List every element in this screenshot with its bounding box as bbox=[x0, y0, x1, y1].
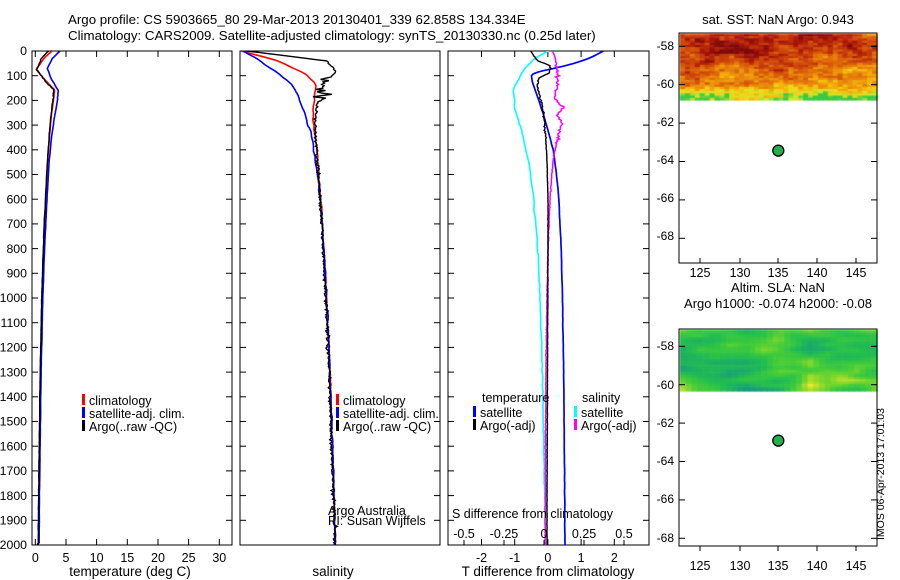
svg-text:-62: -62 bbox=[657, 115, 675, 129]
svg-text:1100: 1100 bbox=[1, 316, 28, 330]
svg-text:Argo(-adj): Argo(-adj) bbox=[480, 419, 536, 433]
svg-text:140: 140 bbox=[807, 559, 828, 573]
svg-text:25: 25 bbox=[182, 551, 196, 565]
svg-text:5: 5 bbox=[63, 551, 70, 565]
svg-text:sat. SST: NaN Argo: 0.943: sat. SST: NaN Argo: 0.943 bbox=[702, 12, 854, 27]
svg-text:135: 135 bbox=[768, 266, 789, 280]
svg-text:125: 125 bbox=[690, 266, 711, 280]
svg-text:0: 0 bbox=[541, 527, 548, 541]
svg-text:-2: -2 bbox=[476, 551, 487, 565]
svg-text:1500: 1500 bbox=[0, 415, 27, 429]
svg-text:0: 0 bbox=[20, 44, 27, 58]
svg-text:Argo profile: CS 5903665_80 29: Argo profile: CS 5903665_80 29-Mar-2013 … bbox=[68, 12, 526, 27]
svg-text:PI: Susan Wijffels: PI: Susan Wijffels bbox=[328, 514, 426, 528]
svg-text:130: 130 bbox=[730, 559, 751, 573]
svg-text:600: 600 bbox=[6, 192, 27, 206]
svg-text:T difference from climatology: T difference from climatology bbox=[462, 564, 635, 579]
svg-text:800: 800 bbox=[6, 242, 27, 256]
svg-text:0: 0 bbox=[544, 551, 551, 565]
svg-text:1600: 1600 bbox=[0, 439, 27, 453]
svg-text:0: 0 bbox=[32, 551, 39, 565]
svg-text:IMOS 06-Apr-2013 17:01:03: IMOS 06-Apr-2013 17:01:03 bbox=[875, 408, 887, 540]
svg-text:900: 900 bbox=[6, 267, 27, 281]
svg-text:0.5: 0.5 bbox=[615, 527, 632, 541]
svg-text:temperature: temperature bbox=[482, 391, 549, 405]
svg-text:400: 400 bbox=[6, 143, 27, 157]
svg-text:140: 140 bbox=[807, 266, 828, 280]
svg-text:-68: -68 bbox=[657, 531, 675, 545]
svg-text:Argo(..raw -QC): Argo(..raw -QC) bbox=[343, 420, 431, 434]
svg-text:Argo(-adj): Argo(-adj) bbox=[581, 419, 637, 433]
svg-text:1400: 1400 bbox=[0, 390, 27, 404]
svg-text:satellite-adj. clim.: satellite-adj. clim. bbox=[89, 407, 185, 421]
svg-text:-60: -60 bbox=[657, 378, 675, 392]
svg-text:135: 135 bbox=[768, 559, 789, 573]
svg-text:-66: -66 bbox=[657, 492, 675, 506]
svg-text:-62: -62 bbox=[657, 416, 675, 430]
svg-text:salinity: salinity bbox=[582, 391, 621, 405]
svg-text:300: 300 bbox=[6, 118, 27, 132]
svg-text:100: 100 bbox=[6, 69, 27, 83]
svg-text:10: 10 bbox=[90, 551, 104, 565]
svg-text:-58: -58 bbox=[657, 39, 675, 53]
svg-text:-0.5: -0.5 bbox=[453, 527, 475, 541]
svg-text:Climatology: CARS2009. Satelli: Climatology: CARS2009. Satellite-adjuste… bbox=[68, 28, 596, 43]
svg-text:125: 125 bbox=[690, 559, 711, 573]
svg-text:1700: 1700 bbox=[0, 464, 27, 478]
svg-text:S difference from climatology: S difference from climatology bbox=[452, 507, 614, 521]
svg-text:2000: 2000 bbox=[0, 538, 27, 552]
svg-text:Argo h1000: -0.074 h2000: -0.0: Argo h1000: -0.074 h2000: -0.08 bbox=[684, 296, 872, 311]
svg-text:1000: 1000 bbox=[0, 291, 27, 305]
svg-text:-66: -66 bbox=[657, 191, 675, 205]
svg-text:Altim. SLA: NaN: Altim. SLA: NaN bbox=[731, 280, 825, 295]
svg-text:temperature (deg C): temperature (deg C) bbox=[69, 564, 191, 579]
svg-text:20: 20 bbox=[151, 551, 165, 565]
svg-text:15: 15 bbox=[120, 551, 134, 565]
svg-text:-0.25: -0.25 bbox=[490, 527, 519, 541]
svg-text:1900: 1900 bbox=[0, 514, 27, 528]
svg-text:-1: -1 bbox=[509, 551, 520, 565]
svg-text:1200: 1200 bbox=[0, 341, 27, 355]
svg-text:Argo(..raw -QC): Argo(..raw -QC) bbox=[89, 420, 177, 434]
svg-text:1300: 1300 bbox=[0, 365, 27, 379]
svg-text:-64: -64 bbox=[657, 454, 675, 468]
svg-text:climatology: climatology bbox=[343, 394, 406, 408]
svg-text:145: 145 bbox=[846, 559, 867, 573]
svg-text:700: 700 bbox=[6, 217, 27, 231]
svg-text:satellite: satellite bbox=[480, 406, 522, 420]
svg-text:satellite-adj. clim.: satellite-adj. clim. bbox=[343, 407, 439, 421]
svg-text:1: 1 bbox=[578, 551, 585, 565]
svg-text:200: 200 bbox=[6, 94, 27, 108]
svg-text:salinity: salinity bbox=[312, 564, 354, 579]
svg-text:satellite: satellite bbox=[581, 406, 623, 420]
svg-text:climatology: climatology bbox=[89, 394, 152, 408]
svg-text:1800: 1800 bbox=[0, 489, 27, 503]
svg-text:-58: -58 bbox=[657, 339, 675, 353]
svg-text:-64: -64 bbox=[657, 153, 675, 167]
svg-text:145: 145 bbox=[846, 266, 867, 280]
svg-text:-68: -68 bbox=[657, 229, 675, 243]
svg-text:2: 2 bbox=[611, 551, 618, 565]
svg-text:-60: -60 bbox=[657, 77, 675, 91]
svg-text:0.25: 0.25 bbox=[572, 527, 596, 541]
svg-text:500: 500 bbox=[6, 168, 27, 182]
svg-text:30: 30 bbox=[212, 551, 226, 565]
svg-text:130: 130 bbox=[730, 266, 751, 280]
